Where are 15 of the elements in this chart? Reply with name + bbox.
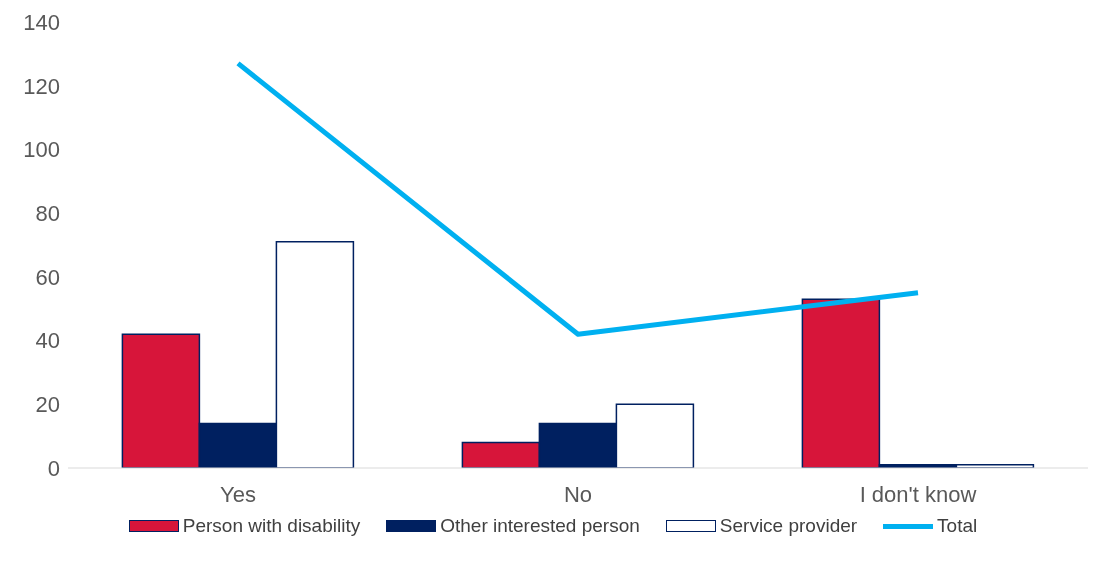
x-tick-label: Yes	[220, 481, 256, 507]
y-tick-label: 20	[35, 392, 60, 418]
legend-label: Person with disability	[182, 515, 361, 537]
y-tick-label: 140	[23, 9, 60, 35]
y-tick-label: 80	[35, 200, 60, 226]
y-tick-label: 100	[23, 137, 60, 163]
y-tick-label: 0	[47, 455, 60, 481]
y-tick-label: 40	[35, 328, 60, 354]
legend-label: Service provider	[719, 515, 858, 537]
legend-label: Other interested person	[440, 515, 640, 537]
legend-label: Total	[937, 515, 978, 537]
x-tick-label: I don't know	[859, 481, 977, 507]
x-tick-label: No	[563, 481, 593, 507]
y-tick-label: 120	[23, 73, 60, 99]
y-tick-label: 60	[35, 264, 60, 290]
